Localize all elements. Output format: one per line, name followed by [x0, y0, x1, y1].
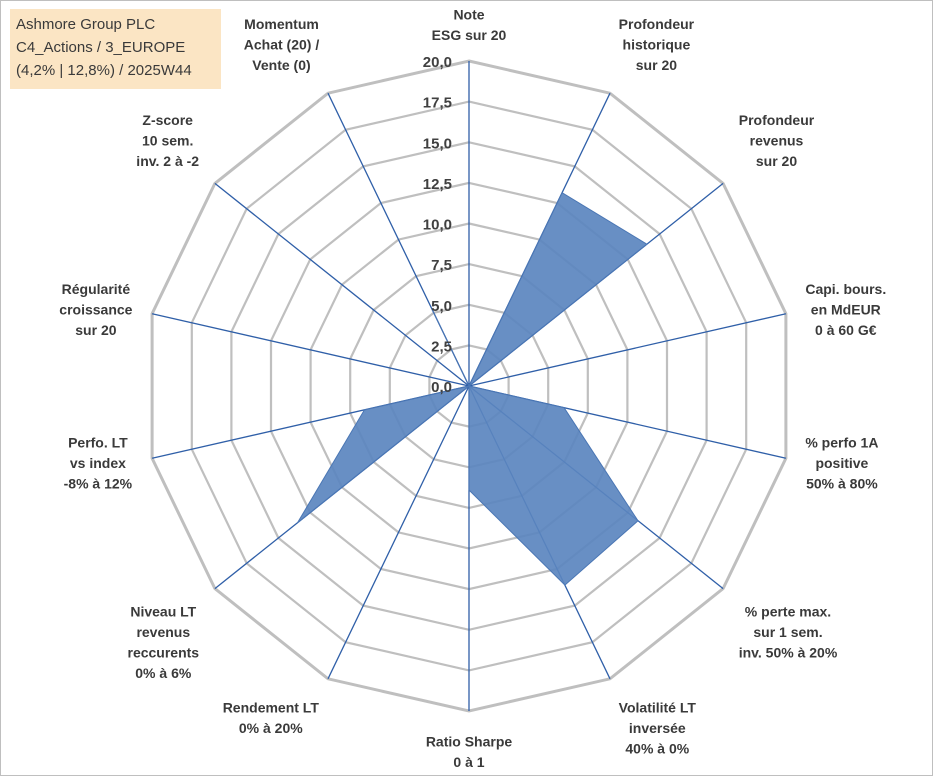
- axis-label-line: Rendement LT: [223, 699, 320, 715]
- axis-label-group: Momentum Achat (20) / Vente (0): [244, 16, 320, 73]
- axis-label-line: sur 1 sem.: [753, 624, 822, 640]
- axis-label-line: ESG sur 20: [432, 27, 507, 43]
- tick-label: 0,0: [431, 379, 452, 396]
- axis-spoke: [151, 313, 470, 387]
- axis-label-line: Capi. bours.: [805, 281, 886, 297]
- category-label: C4_Actions / 3_EUROPE: [16, 39, 186, 56]
- axis-label-line: croissance: [59, 302, 132, 318]
- axis-label-line: en MdEUR: [811, 302, 881, 318]
- axis-label-line: % perte max.: [745, 604, 831, 620]
- tick-label: 12,5: [423, 176, 452, 193]
- axis-label-group: Rendement LT 0% à 20%: [223, 699, 320, 736]
- axis-label-line: reccurents: [128, 645, 200, 661]
- axis-label-line: Achat (20) /: [244, 37, 320, 53]
- axis-label-group: Capi. bours. en MdEUR 0 à 60 G€: [805, 281, 886, 338]
- radar-axis-labels: Note ESG sur 20 Profondeur historique sur 20…: [59, 7, 886, 771]
- radar-series: [297, 191, 648, 586]
- axis-label-group: % perte max. sur 1 sem. inv. 50% à 20%: [739, 604, 838, 661]
- axis-label-group: Perfo. LT vs index -8% à 12%: [64, 435, 133, 492]
- axis-label-line: sur 20: [75, 322, 116, 338]
- axis-label-line: Z-score: [142, 112, 193, 128]
- tick-label: 5,0: [431, 298, 452, 315]
- axis-label-line: sur 20: [756, 153, 797, 169]
- axis-label-line: revenus: [136, 624, 190, 640]
- axis-label-group: Niveau LT revenus reccurents 0% à 6%: [128, 604, 200, 682]
- tick-label: 17,5: [423, 95, 452, 112]
- axis-label-line: inversée: [629, 720, 686, 736]
- tick-label: 10,0: [423, 217, 452, 234]
- axis-label-group: % perfo 1A positive 50% à 80%: [805, 435, 878, 492]
- range-week-label: (4,2% | 12,8%) / 2025W44: [16, 62, 192, 79]
- chart-title-box: Ashmore Group PLC C4_Actions / 3_EUROPE …: [10, 9, 221, 89]
- axis-label-group: Z-score 10 sem. inv. 2 à -2: [136, 112, 199, 169]
- axis-label-line: Vente (0): [252, 57, 310, 73]
- axis-label-group: Note ESG sur 20: [432, 7, 507, 44]
- axis-label-line: % perfo 1A: [805, 435, 878, 451]
- axis-spoke: [327, 385, 470, 680]
- axis-label-group: Profondeur historique sur 20: [619, 16, 695, 73]
- axis-label-line: 50% à 80%: [806, 476, 878, 492]
- company-name: Ashmore Group PLC: [16, 16, 156, 33]
- axis-label-line: Volatilité LT: [619, 699, 697, 715]
- axis-label-line: Niveau LT: [130, 604, 196, 620]
- axis-label-line: Ratio Sharpe: [426, 734, 513, 750]
- axis-label-line: inv. 50% à 20%: [739, 645, 838, 661]
- axis-label-line: sur 20: [636, 57, 677, 73]
- axis-label-line: 10 sem.: [142, 132, 193, 148]
- series-area: [297, 191, 648, 586]
- radar-tick-labels: 0,0 2,5 5,0 7,5 10,0 12,5 15,0 17,5 20,0: [423, 54, 452, 396]
- axis-label-group: Régularité croissance sur 20: [59, 281, 132, 338]
- axis-label-line: Profondeur: [619, 16, 695, 32]
- axis-label-group: Ratio Sharpe 0 à 1: [426, 734, 513, 771]
- axis-label-line: Note: [453, 7, 484, 23]
- axis-label-line: Perfo. LT: [68, 435, 128, 451]
- axis-label-line: Momentum: [244, 16, 319, 32]
- axis-label-line: 0% à 20%: [239, 720, 303, 736]
- axis-label-line: 0 à 1: [453, 754, 484, 770]
- axis-label-line: vs index: [70, 455, 126, 471]
- axis-label-group: Volatilité LT inversée 40% à 0%: [619, 699, 697, 756]
- axis-label-line: Régularité: [62, 281, 131, 297]
- axis-spoke: [214, 182, 470, 387]
- axis-label-group: Profondeur revenus sur 20: [739, 112, 815, 169]
- axis-label-line: revenus: [750, 132, 804, 148]
- axis-label-line: 40% à 0%: [625, 740, 689, 756]
- tick-label: 15,0: [423, 135, 452, 152]
- axis-spoke: [468, 313, 787, 387]
- tick-label: 2,5: [431, 338, 452, 355]
- tick-label: 7,5: [431, 257, 452, 274]
- axis-label-line: inv. 2 à -2: [136, 153, 199, 169]
- axis-label-line: -8% à 12%: [64, 476, 133, 492]
- axis-label-line: historique: [623, 37, 691, 53]
- tick-label: 20,0: [423, 54, 452, 71]
- axis-label-line: 0% à 6%: [135, 665, 192, 681]
- axis-label-line: 0 à 60 G€: [815, 322, 877, 338]
- axis-label-line: Profondeur: [739, 112, 815, 128]
- axis-label-line: positive: [815, 455, 868, 471]
